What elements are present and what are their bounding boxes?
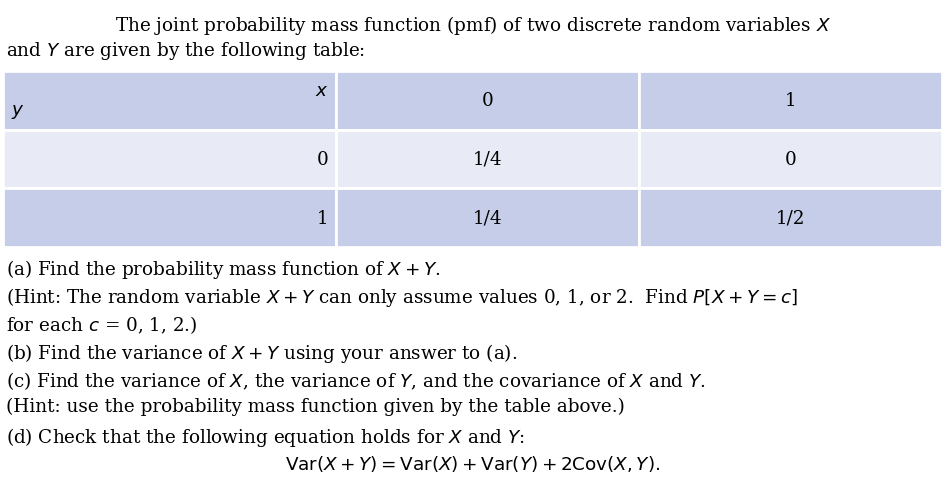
Text: and $Y$ are given by the following table:: and $Y$ are given by the following table… <box>6 40 364 62</box>
Bar <box>336 189 638 247</box>
Text: The joint probability mass function (pmf) of two discrete random variables $X$: The joint probability mass function (pmf… <box>114 14 830 37</box>
Text: 0: 0 <box>481 92 493 110</box>
Text: 1/4: 1/4 <box>472 209 502 227</box>
Text: 0: 0 <box>316 151 328 168</box>
Bar <box>3 72 336 130</box>
Text: 1: 1 <box>316 209 328 227</box>
Text: 1/4: 1/4 <box>472 151 502 168</box>
Text: (d) Check that the following equation holds for $X$ and $Y$:: (d) Check that the following equation ho… <box>6 425 525 448</box>
Bar <box>336 72 638 130</box>
Bar <box>336 130 638 189</box>
Text: (Hint: use the probability mass function given by the table above.): (Hint: use the probability mass function… <box>6 397 624 415</box>
Text: 1/2: 1/2 <box>775 209 804 227</box>
Text: for each $c$ = 0, 1, 2.): for each $c$ = 0, 1, 2.) <box>6 313 197 335</box>
Text: $x$: $x$ <box>314 82 328 100</box>
Bar <box>638 189 941 247</box>
Text: (Hint: The random variable $X + Y$ can only assume values 0, 1, or 2.  Find $P[X: (Hint: The random variable $X + Y$ can o… <box>6 286 797 308</box>
Text: 0: 0 <box>784 151 796 168</box>
Text: (b) Find the variance of $X + Y$ using your answer to (a).: (b) Find the variance of $X + Y$ using y… <box>6 341 516 364</box>
Text: (c) Find the variance of $X$, the variance of $Y$, and the covariance of $X$ and: (c) Find the variance of $X$, the varian… <box>6 369 705 391</box>
Bar <box>638 130 941 189</box>
Text: (a) Find the probability mass function of $X + Y$.: (a) Find the probability mass function o… <box>6 257 440 280</box>
Text: $y$: $y$ <box>11 103 25 121</box>
Text: $\mathrm{Var}(X + Y) = \mathrm{Var}(X) + \mathrm{Var}(Y) + 2\mathrm{Cov}(X, Y).$: $\mathrm{Var}(X + Y) = \mathrm{Var}(X) +… <box>285 453 659 473</box>
Bar <box>3 189 336 247</box>
Text: 1: 1 <box>784 92 796 110</box>
Bar <box>3 130 336 189</box>
Bar <box>638 72 941 130</box>
